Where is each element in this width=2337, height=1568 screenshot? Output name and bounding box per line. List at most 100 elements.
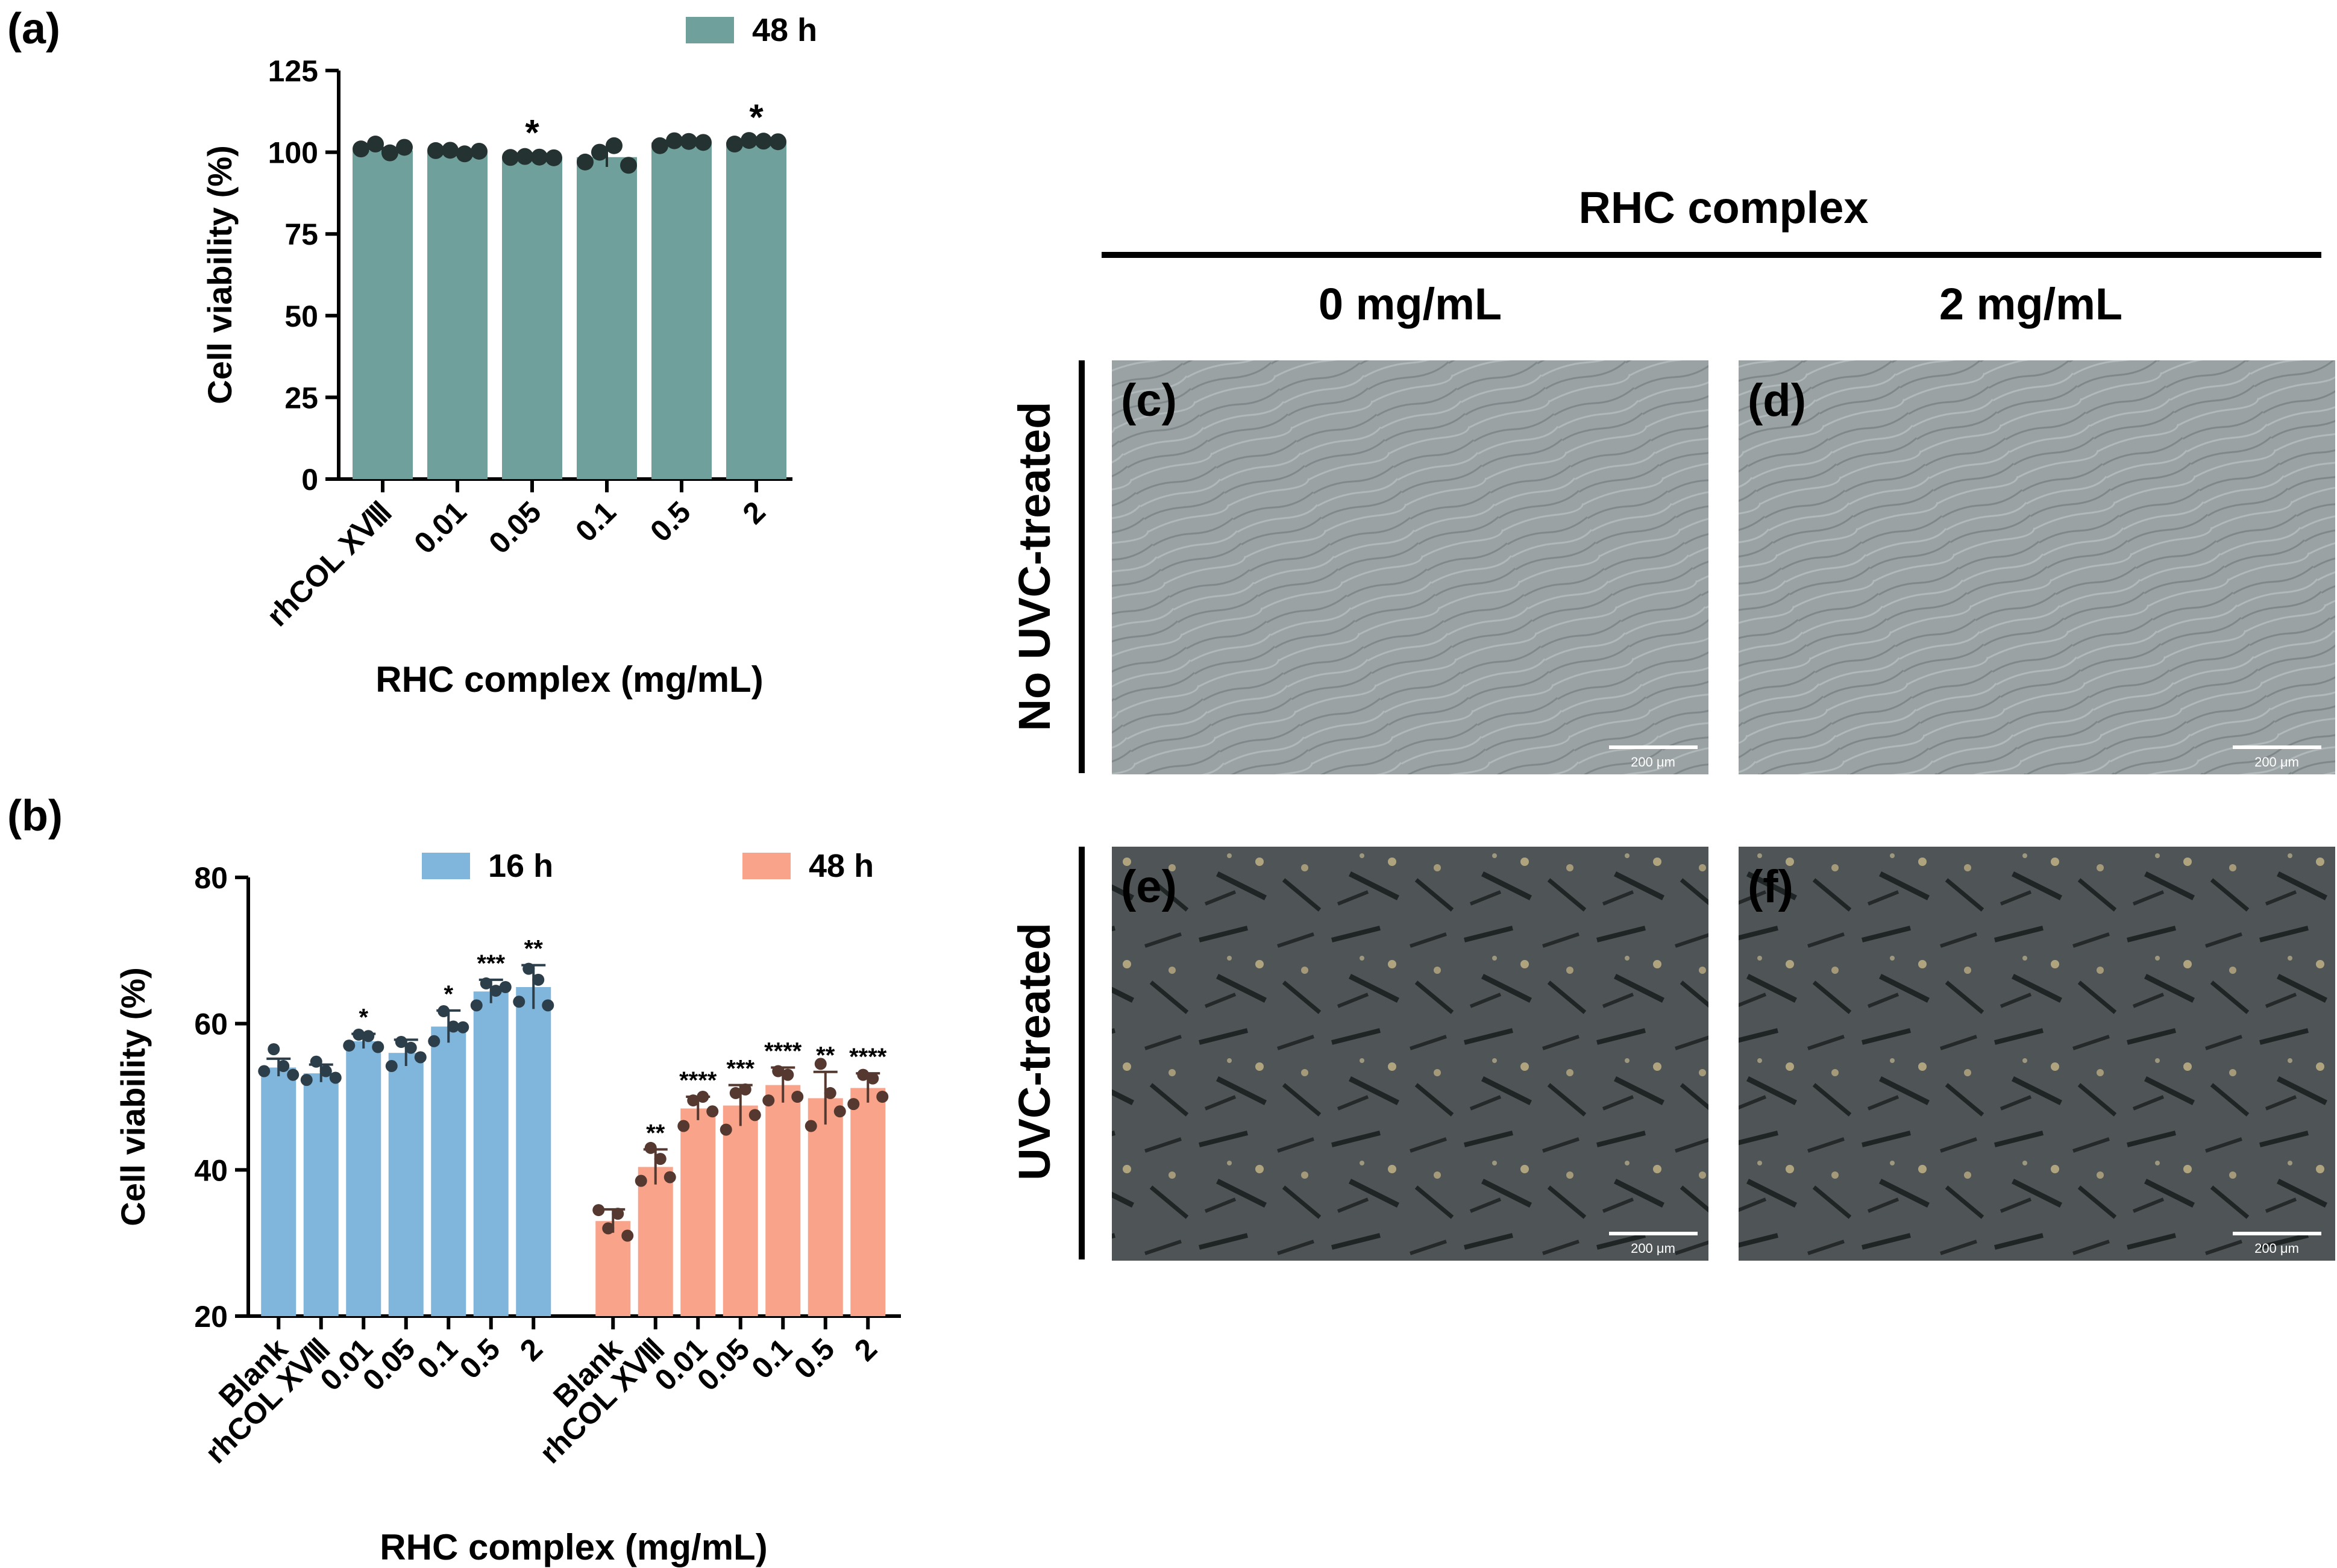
x-tick-label: 2 bbox=[736, 495, 772, 530]
significance-marker: * bbox=[359, 1005, 368, 1031]
legend-swatch bbox=[742, 853, 791, 879]
bar bbox=[388, 1053, 424, 1316]
data-point bbox=[591, 143, 608, 161]
bar bbox=[680, 1108, 716, 1316]
data-point bbox=[577, 153, 594, 171]
y-tick-label: 25 bbox=[284, 381, 318, 415]
panel-label-a: (a) bbox=[7, 5, 60, 53]
data-point bbox=[277, 1060, 290, 1073]
data-point bbox=[471, 142, 488, 160]
bar bbox=[473, 991, 509, 1316]
data-point bbox=[396, 139, 413, 156]
data-point bbox=[329, 1071, 342, 1084]
y-tick-label: 100 bbox=[268, 136, 318, 170]
data-point bbox=[470, 999, 483, 1012]
y-axis-title: Cell viability (%) bbox=[201, 145, 239, 404]
bar bbox=[723, 1105, 758, 1316]
data-point bbox=[706, 1105, 719, 1118]
legend-swatch bbox=[686, 17, 734, 43]
data-point bbox=[427, 142, 444, 159]
micrograph-f: (f) 200 μm bbox=[1739, 847, 2335, 1261]
data-point bbox=[867, 1072, 879, 1085]
data-point bbox=[480, 977, 492, 989]
micrograph-c-cells bbox=[1112, 360, 1708, 774]
significance-marker: * bbox=[749, 97, 764, 137]
bar bbox=[808, 1098, 843, 1316]
x-tick-label: 0.5 bbox=[453, 1332, 507, 1385]
data-point bbox=[287, 1068, 300, 1081]
x-tick-label: 0.5 bbox=[644, 495, 697, 548]
data-point bbox=[414, 1051, 427, 1064]
data-point bbox=[353, 140, 369, 158]
data-point bbox=[499, 981, 512, 993]
y-tick-label: 80 bbox=[194, 861, 228, 895]
data-point bbox=[687, 1094, 700, 1107]
y-tick-label: 20 bbox=[194, 1300, 228, 1334]
x-tick-label: 0.5 bbox=[788, 1332, 841, 1385]
data-point bbox=[782, 1068, 794, 1081]
data-point bbox=[395, 1036, 407, 1048]
x-axis-title: RHC complex (mg/mL) bbox=[375, 659, 763, 700]
data-point bbox=[620, 157, 637, 174]
x-tick-label: 2 bbox=[848, 1332, 883, 1367]
data-point bbox=[300, 1074, 313, 1087]
micrograph-header: RHC complex bbox=[1578, 183, 1868, 233]
data-point bbox=[654, 1153, 667, 1165]
y-tick-label: 50 bbox=[284, 299, 318, 333]
significance-marker: **** bbox=[849, 1044, 887, 1070]
micrograph-grid: RHC complex 0 mg/mL 2 mg/mL No UVC-treat… bbox=[1009, 183, 2335, 1261]
panel-label-f: (f) bbox=[1748, 861, 1793, 912]
bar bbox=[765, 1085, 801, 1316]
data-point bbox=[635, 1174, 647, 1187]
data-point bbox=[644, 1141, 657, 1154]
data-point bbox=[729, 1087, 742, 1099]
x-tick-label: 0.01 bbox=[407, 495, 472, 560]
data-point bbox=[748, 1109, 761, 1121]
data-point bbox=[516, 148, 533, 165]
bar bbox=[726, 142, 786, 479]
data-point bbox=[457, 1021, 469, 1033]
data-point bbox=[258, 1065, 271, 1077]
data-point bbox=[697, 1091, 709, 1103]
data-point bbox=[489, 985, 502, 997]
bar bbox=[638, 1167, 673, 1316]
bar bbox=[346, 1041, 381, 1316]
panel-label-c: (c) bbox=[1121, 375, 1177, 426]
data-point bbox=[606, 137, 623, 154]
y-tick-label: 0 bbox=[301, 463, 318, 497]
data-point bbox=[677, 1120, 690, 1132]
panel-label-d: (d) bbox=[1748, 375, 1806, 426]
significance-marker: *** bbox=[477, 950, 505, 977]
data-point bbox=[372, 1041, 384, 1053]
bar bbox=[427, 151, 488, 479]
data-point bbox=[847, 1098, 860, 1111]
scale-bar-label-d: 200 μm bbox=[2254, 754, 2299, 770]
data-point bbox=[532, 973, 545, 986]
micrograph-f-cells bbox=[1739, 847, 2335, 1261]
significance-marker: **** bbox=[764, 1038, 802, 1064]
significance-marker: **** bbox=[679, 1067, 717, 1094]
micrograph-e-cells bbox=[1112, 847, 1708, 1261]
data-point bbox=[531, 148, 548, 166]
data-point bbox=[367, 136, 384, 153]
data-point bbox=[857, 1068, 870, 1081]
data-point bbox=[502, 149, 519, 166]
column-label-2mg: 2 mg/mL bbox=[1939, 279, 2122, 329]
data-point bbox=[545, 149, 562, 166]
significance-marker: ** bbox=[524, 936, 544, 962]
micrograph-d: (d) 200 μm bbox=[1739, 360, 2335, 774]
panel-label-b: (b) bbox=[7, 792, 63, 840]
data-point bbox=[876, 1091, 889, 1103]
y-tick-label: 125 bbox=[268, 54, 318, 88]
x-tick-label: 2 bbox=[513, 1332, 549, 1367]
y-axis-title: Cell viability (%) bbox=[114, 967, 152, 1226]
data-point bbox=[772, 1065, 785, 1077]
data-point bbox=[805, 1120, 817, 1132]
data-point bbox=[755, 133, 772, 150]
data-point bbox=[447, 1020, 460, 1033]
bar bbox=[431, 1026, 466, 1316]
significance-marker: *** bbox=[726, 1056, 754, 1082]
data-point bbox=[438, 1005, 450, 1018]
significance-marker: ** bbox=[816, 1043, 835, 1069]
